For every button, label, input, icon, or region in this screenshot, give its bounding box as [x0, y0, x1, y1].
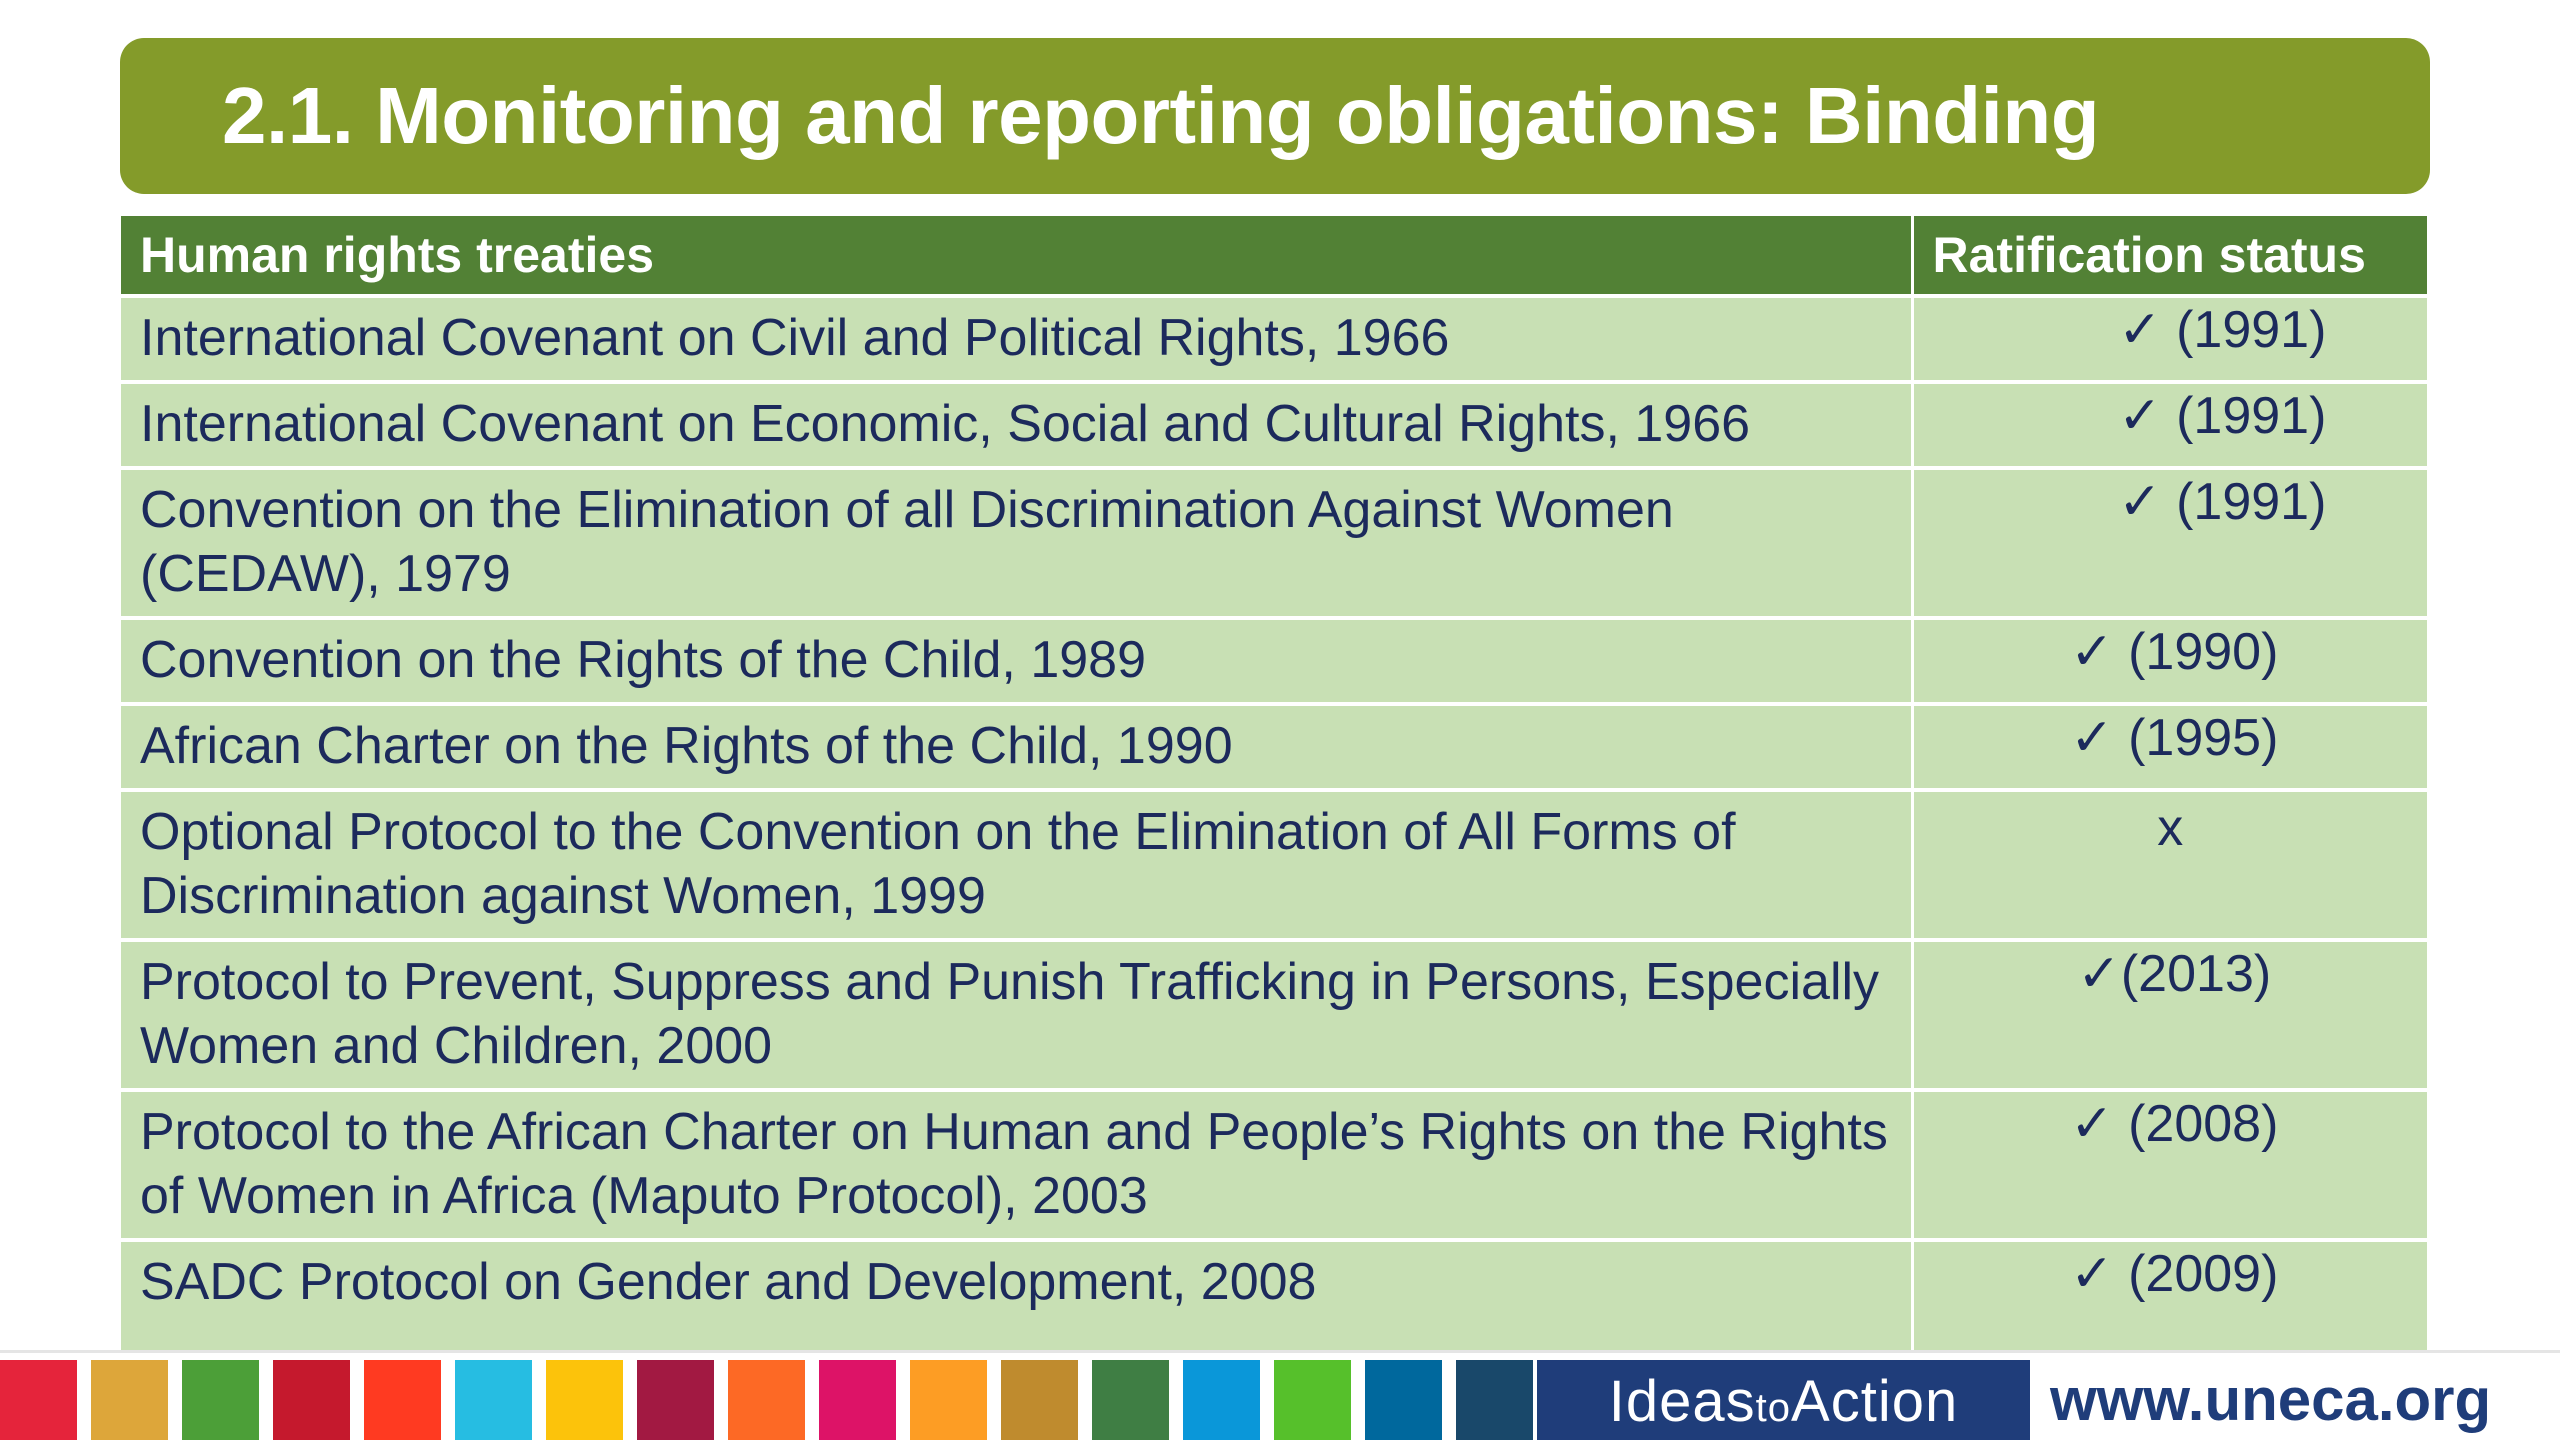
header-treaties: Human rights treaties — [121, 216, 1914, 296]
ratification-status: x — [2157, 799, 2184, 857]
ratification-status: ✓ (2008) — [2070, 1095, 2279, 1153]
treaty-name: Convention on the Elimination of all Dis… — [121, 466, 1914, 618]
table-row: African Charter on the Rights of the Chi… — [121, 702, 2427, 790]
sdg-color-block — [546, 1360, 623, 1440]
ratification-cell: ✓ (2009) — [1912, 1238, 2427, 1369]
brand-text: IdeastoAction — [1609, 1368, 1958, 1435]
table-row: Protocol to Prevent, Suppress and Punish… — [121, 938, 2427, 1090]
treaty-name: SADC Protocol on Gender and Development,… — [121, 1238, 1914, 1369]
sdg-color-block — [364, 1360, 441, 1440]
ratification-cell: ✓ (1991) — [1912, 466, 2427, 618]
sdg-color-block — [273, 1360, 350, 1440]
brand-part-ideas: Ideas — [1608, 1369, 1756, 1434]
table-row: Protocol to the African Charter on Human… — [121, 1088, 2427, 1240]
treaty-name: Convention on the Rights of the Child, 1… — [121, 616, 1914, 704]
header-ratification-status: Ratification status — [1912, 216, 2427, 296]
ratification-status: ✓ (1995) — [2070, 709, 2279, 767]
table-row: International Covenant on Economic, Soci… — [121, 380, 2427, 468]
sdg-color-block — [1183, 1360, 1260, 1440]
ratification-status: ✓ (1990) — [2070, 623, 2279, 681]
sdg-color-block — [1001, 1360, 1078, 1440]
sdg-color-block — [1092, 1360, 1169, 1440]
sdg-color-block — [728, 1360, 805, 1440]
treaty-name: Protocol to the African Charter on Human… — [121, 1088, 1914, 1240]
table-row: SADC Protocol on Gender and Development,… — [121, 1238, 2427, 1369]
website-url[interactable]: www.uneca.org — [2050, 1366, 2492, 1433]
treaty-name: African Charter on the Rights of the Chi… — [121, 702, 1914, 790]
sdg-color-block — [910, 1360, 987, 1440]
ratification-cell: ✓ (1991) — [1912, 294, 2427, 382]
treaty-table: Human rights treaties Ratification statu… — [121, 216, 2427, 1369]
ratification-cell: ✓ (1995) — [1912, 702, 2427, 790]
sdg-color-block — [819, 1360, 896, 1440]
sdg-color-block — [182, 1360, 259, 1440]
ratification-status: ✓ (1991) — [2118, 473, 2327, 531]
sdg-color-block — [91, 1360, 168, 1440]
treaty-name: Protocol to Prevent, Suppress and Punish… — [121, 938, 1914, 1090]
ratification-status: ✓(2013) — [2077, 945, 2272, 1003]
sdg-color-strip — [0, 1360, 1547, 1440]
sdg-color-block — [1365, 1360, 1442, 1440]
brand-part-action: Action — [1791, 1369, 1959, 1434]
ratification-cell: ✓ (1990) — [1912, 616, 2427, 704]
sdg-color-block — [637, 1360, 714, 1440]
ratification-cell: ✓ (2008) — [1912, 1088, 2427, 1240]
ratification-cell: ✓ (1991) — [1912, 380, 2427, 468]
sdg-color-block — [1456, 1360, 1533, 1440]
treaty-name: International Covenant on Civil and Poli… — [121, 294, 1914, 382]
ideas-to-action-logo: IdeastoAction — [1537, 1360, 2030, 1440]
ratification-cell: ✓(2013) — [1912, 938, 2427, 1090]
table-row: Convention on the Rights of the Child, 1… — [121, 616, 2427, 704]
table-row: Convention on the Elimination of all Dis… — [121, 466, 2427, 618]
title-banner: 2.1. Monitoring and reporting obligation… — [120, 38, 2430, 194]
ratification-cell: x — [1912, 788, 2427, 940]
ratification-status: ✓ (2009) — [2070, 1245, 2279, 1303]
treaty-name: International Covenant on Economic, Soci… — [121, 380, 1914, 468]
footer-bar: IdeastoAction www.uneca.org — [0, 1350, 2560, 1440]
brand-part-to: to — [1755, 1386, 1792, 1430]
table-header-row: Human rights treaties Ratification statu… — [121, 216, 2427, 296]
sdg-color-block — [0, 1360, 77, 1440]
table-row: Optional Protocol to the Convention on t… — [121, 788, 2427, 940]
sdg-color-block — [455, 1360, 532, 1440]
treaty-name: Optional Protocol to the Convention on t… — [121, 788, 1914, 940]
ratification-status: ✓ (1991) — [2118, 301, 2327, 359]
sdg-color-block — [1274, 1360, 1351, 1440]
slide-title: 2.1. Monitoring and reporting obligation… — [222, 71, 2100, 160]
ratification-status: ✓ (1991) — [2118, 387, 2327, 445]
table-row: International Covenant on Civil and Poli… — [121, 294, 2427, 382]
treaty-table-container: Human rights treaties Ratification statu… — [121, 216, 2427, 1369]
